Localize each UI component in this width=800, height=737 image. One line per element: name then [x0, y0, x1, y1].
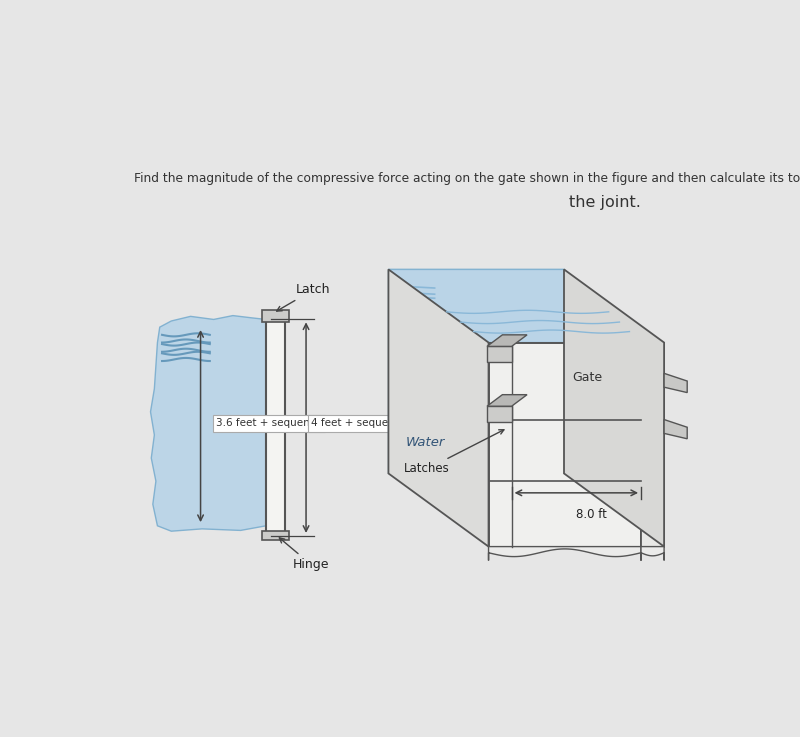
- Polygon shape: [564, 270, 664, 547]
- Polygon shape: [489, 343, 641, 547]
- Polygon shape: [487, 395, 527, 406]
- Polygon shape: [664, 419, 687, 439]
- Polygon shape: [641, 547, 664, 560]
- Polygon shape: [389, 270, 489, 547]
- Text: Hinge: Hinge: [279, 538, 330, 571]
- Polygon shape: [389, 270, 641, 343]
- Text: 8.0 ft: 8.0 ft: [576, 509, 607, 521]
- Text: Water: Water: [406, 436, 445, 449]
- Polygon shape: [150, 315, 266, 531]
- Polygon shape: [487, 346, 512, 362]
- Polygon shape: [389, 270, 564, 473]
- Bar: [266, 312, 286, 535]
- Bar: [262, 310, 289, 322]
- Polygon shape: [487, 335, 527, 346]
- Polygon shape: [487, 406, 512, 422]
- Bar: [262, 531, 289, 540]
- Text: the joint.: the joint.: [569, 195, 641, 210]
- Text: Find the magnitude of the compressive force acting on the gate shown in the figu: Find the magnitude of the compressive fo…: [134, 172, 800, 184]
- Text: 3.6 feet + sequence: 3.6 feet + sequence: [216, 419, 322, 428]
- Polygon shape: [641, 343, 664, 547]
- Text: Gate: Gate: [572, 371, 602, 384]
- Polygon shape: [489, 547, 641, 560]
- Polygon shape: [664, 374, 687, 393]
- Text: 4 feet + sequence: 4 feet + sequence: [311, 419, 407, 428]
- Text: Latch: Latch: [277, 283, 330, 311]
- Text: Latches: Latches: [404, 430, 504, 475]
